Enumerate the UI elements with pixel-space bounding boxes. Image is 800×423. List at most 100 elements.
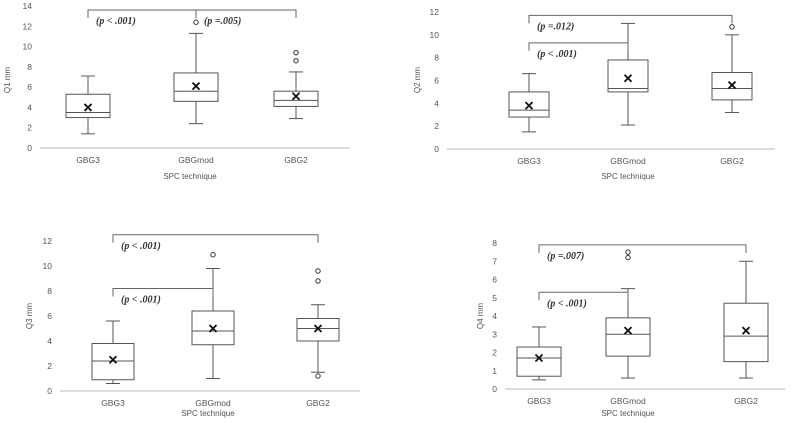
y-tick-label: 2: [47, 361, 52, 371]
x-tick-label: GBGmod: [610, 156, 646, 166]
x-tick-label: GBGmod: [610, 396, 646, 406]
outlier-point: [315, 268, 321, 274]
x-tick-label: GBGmod: [195, 398, 231, 408]
outlier-point: [193, 19, 199, 25]
y-tick-label: 10: [430, 30, 440, 40]
mean-marker: [534, 353, 544, 363]
y-tick-label: 6: [434, 76, 439, 86]
outlier-point: [625, 249, 631, 255]
y-tick-label: 6: [27, 82, 32, 92]
y-tick-label: 3: [492, 329, 497, 339]
y-tick-label: 2: [434, 121, 439, 131]
mean-marker: [741, 326, 751, 335]
p-value-label: (p =.012): [537, 21, 574, 32]
x-tick-label: GBG2: [284, 155, 308, 165]
x-tick-label: GBG3: [76, 155, 100, 165]
y-tick-label: 0: [47, 386, 52, 396]
mean-marker: [623, 74, 633, 83]
x-tick-label: GBG3: [101, 398, 125, 408]
box-gbgmod: [605, 317, 651, 357]
outlier-point: [315, 278, 321, 284]
y-tick-label: 4: [47, 336, 52, 346]
y-tick-label: 8: [492, 238, 497, 248]
mean-marker: [83, 103, 93, 112]
y-axis-label: Q4 mm: [476, 303, 485, 330]
mean-marker: [108, 355, 118, 364]
y-axis-label: Q2 mm: [413, 67, 422, 94]
box-gbgmod: [607, 59, 649, 93]
significance-bracket: [112, 288, 214, 297]
significance-bracket: [195, 9, 297, 19]
y-tick-label: 6: [47, 311, 52, 321]
mean-marker: [208, 324, 218, 333]
y-tick-label: 8: [434, 53, 439, 63]
y-tick-label: 10: [43, 261, 53, 271]
box-gbg3: [65, 93, 111, 119]
outlier-point: [729, 24, 735, 30]
y-tick-label: 4: [492, 311, 497, 321]
x-tick-label: GBG3: [527, 396, 551, 406]
y-tick-label: 14: [23, 1, 33, 11]
significance-bracket: [528, 14, 733, 24]
outlier-point: [625, 254, 631, 261]
y-tick-label: 0: [434, 144, 439, 154]
y-tick-label: 8: [47, 286, 52, 296]
x-tick-label: GBG2: [720, 156, 744, 166]
x-tick-label: GBG2: [306, 398, 330, 408]
box-gbg2: [273, 90, 319, 107]
p-value-label: (p =.005): [204, 16, 241, 27]
y-tick-label: 2: [492, 348, 497, 358]
outlier-point: [293, 58, 299, 64]
y-tick-label: 4: [434, 98, 439, 108]
y-axis-label: Q3 mm: [25, 303, 34, 330]
mean-marker: [191, 81, 201, 91]
y-tick-label: 12: [430, 7, 440, 17]
y-tick-label: 12: [23, 21, 33, 31]
significance-bracket: [528, 42, 629, 51]
mean-marker: [313, 324, 323, 333]
box-gbg2: [723, 302, 769, 363]
p-value-label: (p < .001): [537, 49, 577, 60]
p-value-label: (p < .001): [547, 298, 587, 309]
mean-marker: [291, 92, 301, 101]
y-tick-label: 2: [27, 123, 32, 133]
y-tick-label: 0: [492, 384, 497, 394]
outlier-point: [210, 252, 216, 258]
p-value-label: (p < .001): [96, 16, 136, 27]
mean-marker: [727, 80, 737, 90]
y-tick-label: 8: [27, 62, 32, 72]
outlier-point: [315, 373, 321, 379]
y-tick-label: 7: [492, 256, 497, 266]
significance-bracket: [538, 244, 747, 253]
p-value-label: (p < .001): [121, 241, 161, 252]
x-tick-label: GBG3: [517, 156, 541, 166]
y-tick-label: 12: [43, 236, 53, 246]
p-value-label: (p < .001): [121, 295, 161, 306]
x-axis-label: SPC technique: [601, 172, 655, 181]
y-tick-label: 1: [492, 366, 497, 376]
x-axis-label: SPC technique: [181, 409, 235, 418]
outlier-point: [293, 49, 299, 56]
y-tick-label: 6: [492, 275, 497, 285]
y-tick-label: 10: [23, 42, 33, 52]
y-tick-label: 5: [492, 293, 497, 303]
box-gbg3: [91, 343, 135, 381]
x-tick-label: GBGmod: [178, 155, 214, 165]
p-value-label: (p =.007): [547, 251, 584, 262]
y-tick-label: 4: [27, 102, 32, 112]
y-tick-label: 0: [27, 143, 32, 153]
significance-bracket: [112, 234, 319, 243]
x-axis-label: SPC technique: [601, 409, 655, 418]
mean-marker: [623, 326, 633, 335]
box-gbg3: [516, 346, 562, 377]
x-tick-label: GBG2: [734, 396, 758, 406]
y-axis-label: Q1 mm: [3, 67, 12, 94]
significance-bracket: [538, 291, 629, 301]
mean-marker: [524, 101, 534, 110]
x-axis-label: SPC technique: [163, 172, 217, 181]
